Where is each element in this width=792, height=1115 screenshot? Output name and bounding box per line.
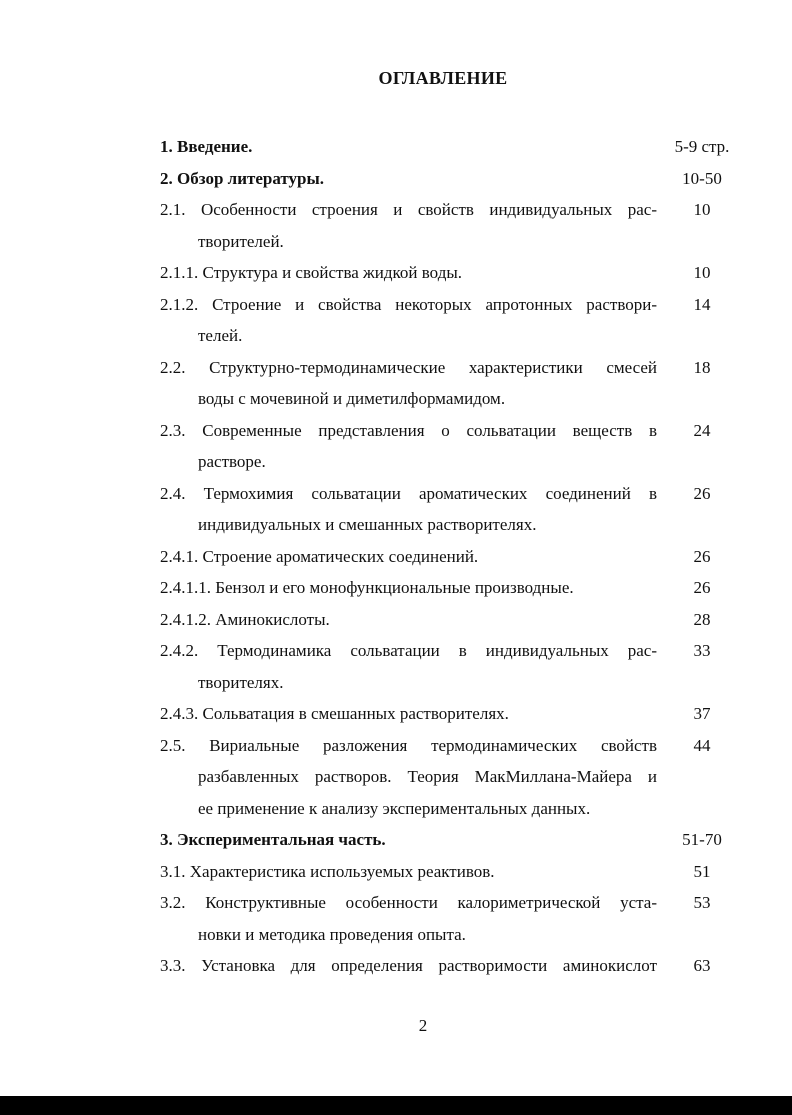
toc-entry-page: 53 <box>693 893 711 912</box>
toc-entry-page: 10 <box>693 263 711 282</box>
toc-entry-continuation: воды с мочевиной и диметилформамидом. <box>198 389 506 408</box>
toc-entry-title: 2.4.3. Сольватация в смешанных растворит… <box>160 704 509 723</box>
toc-entry-page: 10-50 <box>682 168 722 188</box>
toc-entry-page: 33 <box>693 641 711 660</box>
toc-entry-page: 63 <box>693 956 711 975</box>
toc-entry-page: 37 <box>693 704 711 723</box>
toc-entry-page: 51 <box>693 861 711 881</box>
toc-entry: 2.4.1. Строение ароматических соединений… <box>160 541 760 573</box>
toc-entry-title: 3.3. Установка для определения растворим… <box>160 956 657 975</box>
toc-entry: 3.3. Установка для определения растворим… <box>160 950 760 982</box>
toc-entry: 2.4.1.1. Бензол и его монофункциональные… <box>160 572 760 604</box>
toc-entry: 2. Обзор литературы. 10-50 <box>160 163 760 195</box>
toc-entry-page: 10 <box>693 200 711 219</box>
toc-entry-title: 3. Экспериментальная часть. <box>160 830 386 849</box>
toc-entry-page: 26 <box>693 578 711 597</box>
page-title: ОГЛАВЛЕНИЕ <box>378 68 508 88</box>
toc-entry-continuation: индивидуальных и смешанных растворителях… <box>198 515 537 534</box>
toc-entry-title: 2.1. Особенности строения и свойств инди… <box>160 200 657 219</box>
toc-entry: 2.4. Термохимия сольватации ароматически… <box>160 478 760 541</box>
toc-entry-title: 2.4.2. Термодинамика сольватации в индив… <box>160 641 657 660</box>
toc-entry: 1. Введение. 5-9 стр. <box>160 131 760 163</box>
toc-entry-page: 5-9 стр. <box>674 137 730 156</box>
scan-border <box>0 1096 792 1115</box>
toc-entry-page: 26 <box>693 546 711 566</box>
toc-entry-title: 3.1. Характеристика используемых реактив… <box>160 861 495 881</box>
toc-entry-title: 2.1.2. Строение и свойства некоторых апр… <box>160 294 657 314</box>
toc-entry-title: 2.4.1.2. Аминокислоты. <box>160 609 330 629</box>
toc-entry-continuation: новки и методика проведения опыта. <box>198 924 466 944</box>
toc-entry-continuation: творителей. <box>198 231 284 251</box>
toc-entry-title: 2.5. Вириальные разложения термодинамиче… <box>160 735 657 755</box>
table-of-contents: 1. Введение. 5-9 стр. 2. Обзор литературы.… <box>160 131 760 982</box>
toc-entry-continuation: разбавленных растворов. Теория МакМиллан… <box>198 767 657 786</box>
toc-entry-continuation: телей. <box>198 326 243 345</box>
toc-entry-title: 3.2. Конструктивные особенности калориме… <box>160 893 657 912</box>
toc-entry-page: 28 <box>693 609 711 629</box>
toc-entry: 2.2. Структурно-термодинамические характ… <box>160 352 760 415</box>
toc-entry-page: 44 <box>693 735 711 755</box>
toc-entry-title: 2.4.1. Строение ароматических соединений… <box>160 546 479 566</box>
toc-entry: 2.1.1. Структура и свойства жидкой воды.… <box>160 257 760 289</box>
toc-entry-page: 51-70 <box>682 830 722 849</box>
page-number: 2 <box>418 1016 428 1035</box>
toc-entry-title: 1. Введение. <box>160 137 253 156</box>
toc-entry-page: 14 <box>693 294 711 314</box>
toc-entry-page: 24 <box>693 420 711 440</box>
toc-entry: 3.2. Конструктивные особенности калориме… <box>160 887 760 950</box>
toc-entry-continuation: ее применение к анализу экспериментальны… <box>198 798 591 818</box>
toc-entry-title: 2.4.1.1. Бензол и его монофункциональные… <box>160 578 574 597</box>
toc-entry-page: 26 <box>693 483 711 503</box>
toc-entry: 2.4.1.2. Аминокислоты. 28 <box>160 604 760 636</box>
toc-entry: 3. Экспериментальная часть. 51-70 <box>160 824 760 856</box>
toc-entry: 2.1. Особенности строения и свойств инди… <box>160 194 760 257</box>
toc-entry: 3.1. Характеристика используемых реактив… <box>160 856 760 888</box>
toc-entry-title: 2. Обзор литературы. <box>160 168 325 188</box>
toc-entry: 2.5. Вириальные разложения термодинамиче… <box>160 730 760 825</box>
toc-entry: 2.4.2. Термодинамика сольватации в индив… <box>160 635 760 698</box>
toc-entry-title: 2.1.1. Структура и свойства жидкой воды. <box>160 263 463 282</box>
toc-entry: 2.4.3. Сольватация в смешанных растворит… <box>160 698 760 730</box>
toc-entry-title: 2.2. Структурно-термодинамические характ… <box>160 357 657 377</box>
toc-entry-title: 2.4. Термохимия сольватации ароматически… <box>160 483 657 503</box>
toc-entry-continuation: творителях. <box>198 672 284 692</box>
toc-entry-page: 18 <box>693 357 711 377</box>
toc-entry-continuation: растворе. <box>198 452 266 471</box>
toc-entry: 2.3. Современные представления о сольват… <box>160 415 760 478</box>
toc-entry-title: 2.3. Современные представления о сольват… <box>160 420 657 440</box>
toc-entry: 2.1.2. Строение и свойства некоторых апр… <box>160 289 760 352</box>
